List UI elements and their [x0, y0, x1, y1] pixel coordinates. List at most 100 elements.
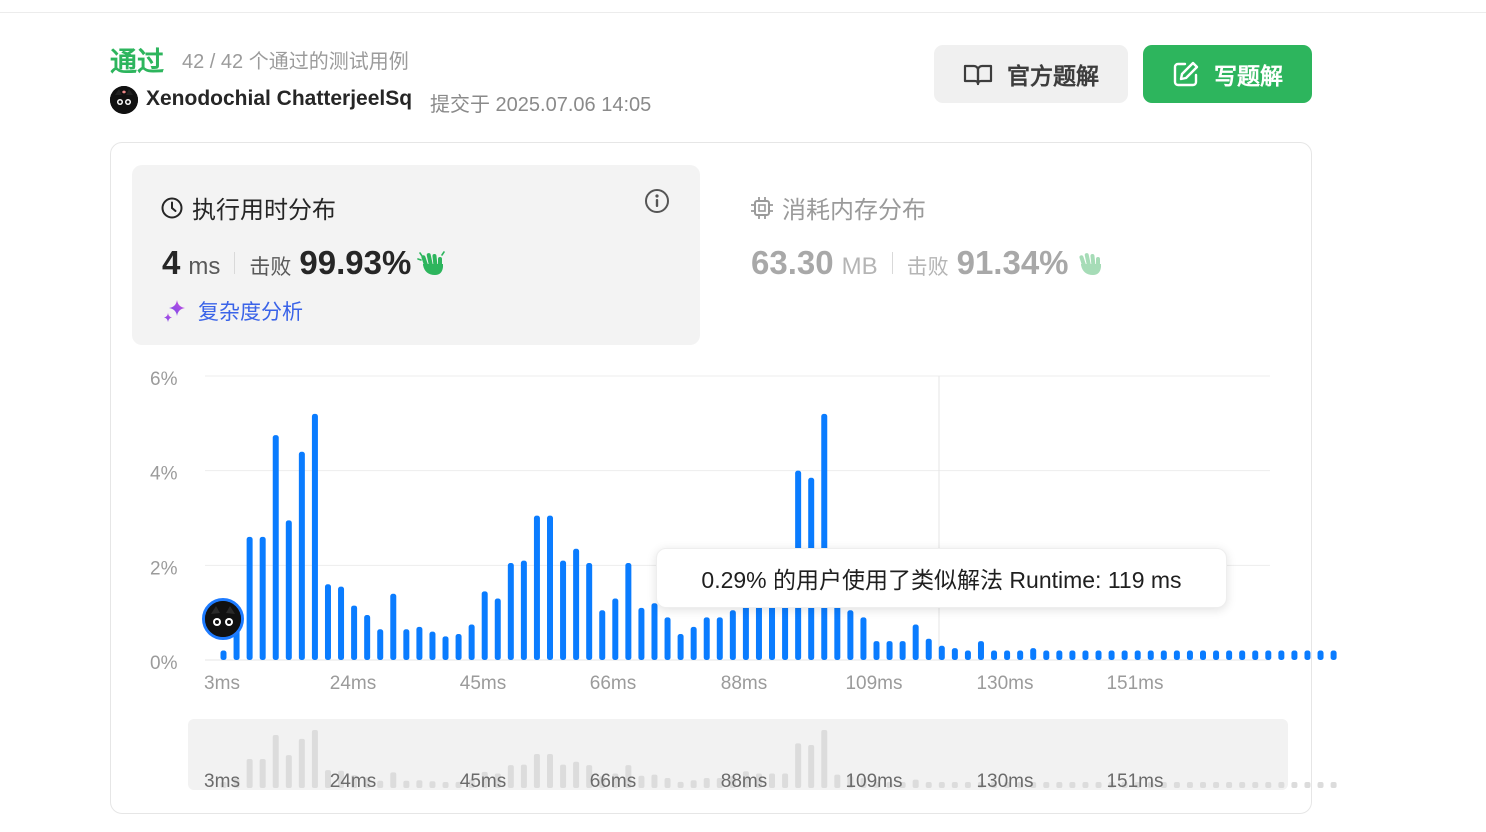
chart-bar — [1213, 650, 1220, 660]
chart-bar — [311, 413, 318, 660]
minimap-tick-label: 24ms — [330, 771, 376, 792]
minimap-bar — [769, 773, 776, 788]
minimap-bar — [573, 761, 580, 788]
runtime-beats-label: 击败 — [249, 256, 292, 279]
minimap-bar — [1252, 782, 1259, 788]
memory-unit: MB — [841, 253, 878, 280]
minimap-bar — [925, 782, 932, 788]
chart-bar — [716, 617, 723, 660]
x-tick-label: 3ms — [204, 673, 240, 694]
minimap-bar — [1017, 782, 1024, 788]
minimap-bar — [298, 738, 305, 788]
minimap-bar — [729, 776, 736, 788]
chart-bar — [690, 626, 697, 660]
minimap-bar — [795, 743, 802, 788]
minimap-bar — [1043, 782, 1050, 788]
chart-bar — [925, 638, 932, 660]
chart-bar — [1186, 650, 1193, 660]
chart-bar — [912, 624, 919, 660]
minimap-bar — [429, 781, 436, 788]
memory-stats: 63.30 MB 击败 91.34% — [751, 244, 1105, 282]
minimap-bar — [1030, 782, 1037, 788]
runtime-title: 执行用时分布 — [160, 190, 336, 225]
chart-bar — [246, 536, 253, 660]
info-icon[interactable] — [644, 188, 670, 214]
minimap-bar — [1147, 782, 1154, 788]
official-solution-button[interactable]: 官方题解 — [934, 45, 1128, 103]
write-solution-button[interactable]: 写题解 — [1143, 45, 1312, 103]
chart-bar — [481, 591, 488, 660]
minimap-bar — [377, 780, 384, 788]
chart-bar — [586, 562, 593, 660]
runtime-panel[interactable] — [132, 165, 700, 345]
minimap-bar — [1056, 782, 1063, 788]
minimap-bar — [259, 759, 266, 788]
minimap-bar — [1095, 782, 1102, 788]
chart-bar — [755, 598, 762, 660]
minimap-bar — [1291, 782, 1298, 788]
x-tick-label: 45ms — [460, 673, 506, 694]
minimap-bar — [494, 773, 501, 788]
minimap-bar — [233, 777, 240, 788]
chart-bar — [1082, 650, 1089, 660]
memory-beats-value: 91.34% — [956, 244, 1069, 281]
minimap-bar — [351, 775, 358, 788]
chart-bar — [468, 624, 475, 660]
current-submission-marker[interactable] — [202, 598, 244, 640]
minimap-bar — [977, 782, 984, 788]
minimap-bar — [507, 765, 514, 788]
minimap-bar — [664, 777, 671, 788]
chart-bar — [573, 548, 580, 660]
chart-bar — [403, 629, 410, 660]
x-tick-label: 109ms — [845, 673, 902, 694]
minimap-bar — [1134, 782, 1141, 788]
chart-bar — [1160, 650, 1167, 660]
complexity-analysis-link[interactable]: 复杂度分析 — [162, 296, 303, 326]
chart-bar — [599, 610, 606, 660]
chart-bar — [442, 636, 449, 660]
top-divider — [0, 12, 1486, 13]
chart-bar — [638, 607, 645, 660]
chart-bar — [769, 598, 776, 660]
avatar[interactable] — [110, 86, 138, 114]
chart-bar — [677, 633, 684, 660]
chart-bar — [298, 451, 305, 660]
minimap-bar — [403, 780, 410, 788]
minimap-tick-label: 88ms — [721, 771, 767, 792]
chart-minimap[interactable] — [188, 719, 1288, 790]
chart-bar — [1030, 648, 1037, 660]
minimap-bar — [1278, 782, 1285, 788]
chart-bar — [507, 562, 514, 660]
minimap-bar — [873, 782, 880, 788]
chart-bar — [1056, 650, 1063, 660]
chart-bar — [533, 515, 540, 660]
chart-bar — [1004, 650, 1011, 660]
minimap-bar — [560, 764, 567, 788]
username[interactable]: Xenodochial ChatterjeelSq — [146, 87, 413, 110]
minimap-bar — [533, 753, 540, 788]
minimap-bar — [991, 782, 998, 788]
minimap-bar — [677, 781, 684, 788]
minimap-bar — [782, 773, 789, 788]
minimap-bar — [938, 782, 945, 788]
chart-bar — [285, 520, 292, 660]
clock-icon — [161, 197, 183, 218]
chart-bar — [964, 650, 971, 660]
minimap-bar — [1082, 782, 1089, 788]
minimap-bar — [455, 781, 462, 788]
chart-bar — [324, 584, 331, 660]
submit-time: 提交于 2025.07.06 14:05 — [430, 94, 652, 116]
x-tick-label: 24ms — [330, 673, 376, 694]
minimap-bar — [1265, 782, 1272, 788]
minimap-bar — [272, 735, 279, 788]
divider — [234, 252, 236, 274]
chart-bar — [1317, 650, 1324, 660]
chart-bar — [1043, 650, 1050, 660]
runtime-value: 4 — [162, 244, 181, 281]
chart-bar — [390, 593, 397, 660]
minimap-bar — [1173, 782, 1180, 788]
minimap-bar — [716, 777, 723, 788]
chart-bar — [377, 629, 384, 660]
chart-bar — [612, 598, 619, 660]
